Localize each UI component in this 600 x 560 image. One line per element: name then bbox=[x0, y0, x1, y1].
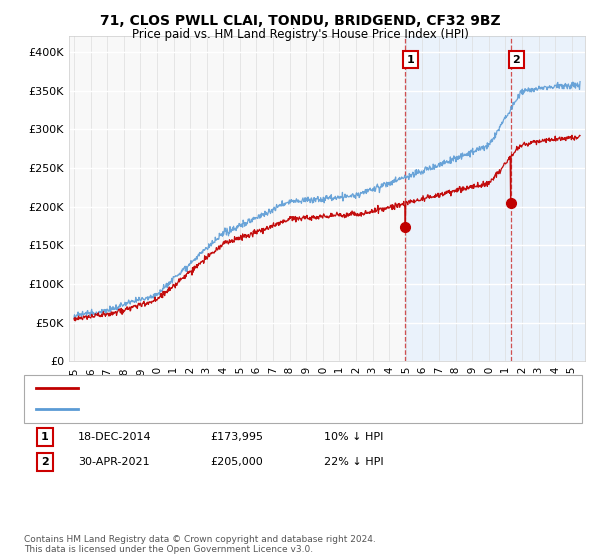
Text: 30-APR-2021: 30-APR-2021 bbox=[78, 457, 149, 467]
Text: 2: 2 bbox=[41, 457, 49, 467]
Text: 10% ↓ HPI: 10% ↓ HPI bbox=[324, 432, 383, 442]
Text: 1: 1 bbox=[41, 432, 49, 442]
Text: HPI: Average price, detached house, Bridgend: HPI: Average price, detached house, Brid… bbox=[84, 404, 324, 414]
Text: 71, CLOS PWLL CLAI, TONDU, BRIDGEND, CF32 9BZ (detached house): 71, CLOS PWLL CLAI, TONDU, BRIDGEND, CF3… bbox=[84, 382, 448, 393]
Text: Contains HM Land Registry data © Crown copyright and database right 2024.
This d: Contains HM Land Registry data © Crown c… bbox=[24, 535, 376, 554]
Text: £205,000: £205,000 bbox=[210, 457, 263, 467]
Text: 71, CLOS PWLL CLAI, TONDU, BRIDGEND, CF32 9BZ: 71, CLOS PWLL CLAI, TONDU, BRIDGEND, CF3… bbox=[100, 14, 500, 28]
Text: 22% ↓ HPI: 22% ↓ HPI bbox=[324, 457, 383, 467]
Text: 18-DEC-2014: 18-DEC-2014 bbox=[78, 432, 152, 442]
Bar bbox=[405, 36, 585, 361]
Text: 1: 1 bbox=[407, 55, 415, 64]
Text: 2: 2 bbox=[512, 55, 520, 64]
Text: £173,995: £173,995 bbox=[210, 432, 263, 442]
Text: Price paid vs. HM Land Registry's House Price Index (HPI): Price paid vs. HM Land Registry's House … bbox=[131, 28, 469, 41]
